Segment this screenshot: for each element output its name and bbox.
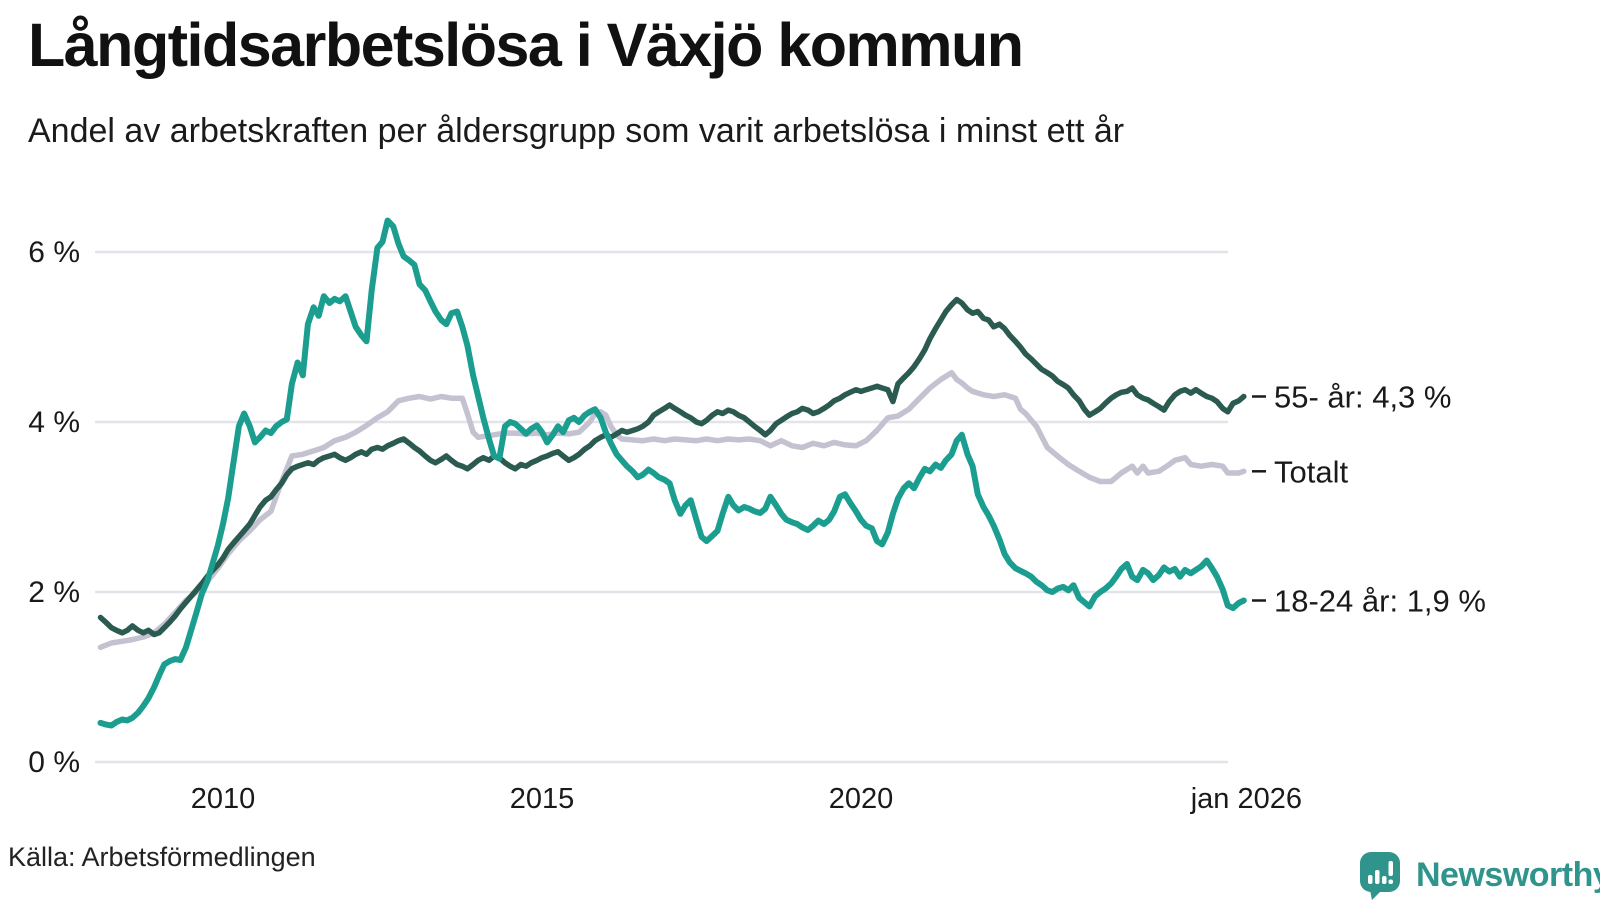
y-tick-label: 0 % [28,746,80,779]
y-tick-label: 2 % [28,576,80,609]
brand-logo: Newsworthy [1358,850,1600,900]
end-label-Totalt: Totalt [1274,454,1348,489]
brand-name: Newsworthy [1416,855,1600,894]
x-tick-label: 2010 [191,783,256,815]
page-title: Långtidsarbetslösa i Växjö kommun [28,11,1024,79]
series-line-55- år [97,296,1247,638]
x-tick-label: jan 2026 [1190,783,1302,815]
series-line-Totalt [97,369,1247,651]
page-subtitle: Andel av arbetskraften per åldersgrupp s… [28,112,1125,150]
newsworthy-logo-icon [1360,852,1400,900]
x-tick-label: 2020 [829,783,894,815]
y-tick-label: 6 % [28,236,80,269]
y-tick-label: 4 % [28,406,80,439]
source-note: Källa: Arbetsförmedlingen [8,842,316,872]
end-label-18-24 år: 18-24 år: 1,9 % [1274,584,1486,619]
series-line-18-24 år [97,217,1247,729]
x-tick-label: 2015 [510,783,575,815]
end-label-55- år: 55- år: 4,3 % [1274,380,1451,415]
